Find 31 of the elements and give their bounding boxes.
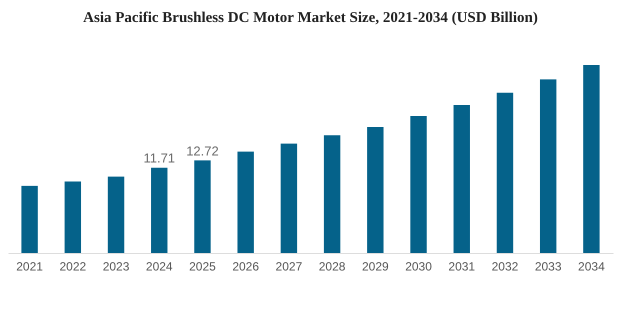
bar [454,104,470,253]
x-tick-label: 2033 [534,260,562,274]
x-tick-label: 2025 [189,260,216,274]
bar [280,144,298,253]
bar [237,152,254,253]
x-tick-label: 2031 [448,260,476,274]
x-tick-label: 2023 [102,260,130,274]
bar [367,126,384,253]
bar [496,92,514,253]
x-tick-label: 2034 [578,260,606,274]
x-tick-label: 2022 [59,260,86,274]
bar [194,160,211,253]
data-label: 12.72 [186,143,219,158]
bar [324,135,340,253]
x-tick-label: 2027 [276,260,303,274]
x-tick-label: 2032 [492,260,519,274]
x-tick-label: 2026 [232,260,260,274]
data-label: 11.71 [143,150,176,166]
chart-title: Asia Pacific Brushless DC Motor Market Size, 2021-2034 (USD Billion) [83,10,538,26]
x-tick-label: 2021 [16,260,44,274]
x-tick-label: 2030 [405,260,432,274]
bar [21,186,38,253]
x-tick-label: 2029 [362,260,389,274]
bar [410,116,427,253]
bar [108,176,124,253]
bar [540,79,556,253]
bar [151,168,168,253]
bar [583,65,600,253]
x-tick-label: 2024 [146,260,173,274]
bar [64,182,82,253]
x-tick-label: 2028 [318,260,346,274]
